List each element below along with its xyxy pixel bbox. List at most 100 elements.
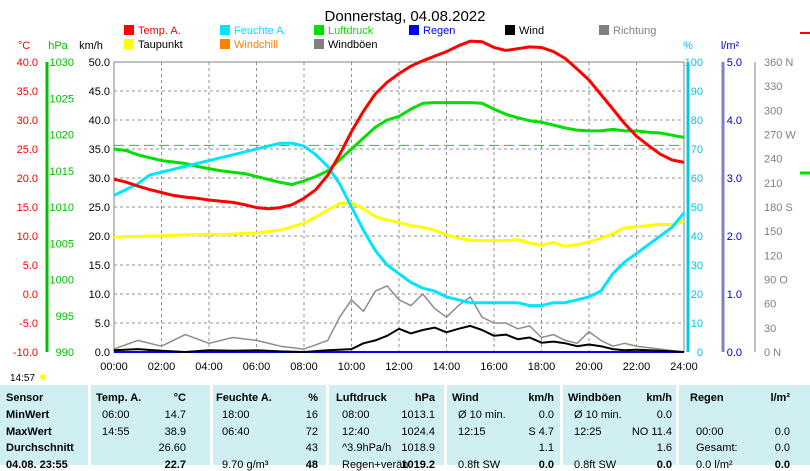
table-cell-value: 72 — [305, 425, 318, 438]
table-row-label: Durchschnitt — [6, 442, 74, 454]
table-header: Wind — [452, 392, 479, 404]
table-cell-value: 43 — [305, 442, 318, 454]
table-header-unit: % — [308, 392, 318, 404]
series-line-wind — [113, 324, 685, 353]
table-header-unit: km/h — [528, 392, 554, 404]
table-cell-time: 06:00 — [102, 409, 130, 421]
temp-axis-tick: 0.0 — [23, 289, 38, 301]
table-cell-time: 12:25 — [574, 425, 602, 438]
table-cell-value: 16 — [305, 409, 318, 421]
table-cell-value: S 4.7 — [528, 425, 554, 438]
pressure-axis-tick: 1020 — [50, 130, 74, 142]
rain-axis-tick: 2.0 — [727, 231, 742, 243]
wind-axis-tick: 0.0 — [95, 347, 110, 359]
rain-axis-tick: 1.0 — [727, 289, 742, 301]
direction-axis-tick: 330 — [764, 81, 782, 93]
table-cell-time: 06:40 — [222, 425, 250, 438]
series-line-taupunkt — [113, 201, 685, 248]
legend-label: Richtung — [613, 25, 656, 37]
table-cell-value: 1.6 — [656, 442, 672, 454]
legend-swatch — [314, 25, 324, 35]
table-divider — [560, 385, 563, 465]
table-header: Regen — [690, 392, 724, 404]
pressure-axis-tick: 1010 — [50, 202, 74, 214]
table-divider — [676, 385, 679, 465]
wind-axis-tick: 40.0 — [89, 115, 110, 127]
temp-axis-tick: -10.0 — [13, 347, 38, 359]
temp-axis-tick: 30.0 — [17, 115, 38, 127]
rain-axis-tick: 5.0 — [727, 57, 742, 69]
x-axis-tick: 14:00 — [433, 361, 461, 373]
time-marker-label: 14:57 — [10, 373, 35, 384]
temp-axis-tick: 10.0 — [17, 231, 38, 243]
stats-table: Sensor Temp. A. °C Feuchte A.% Luftdruck hPa W… — [0, 385, 810, 471]
table-cell-time: 12:15 — [458, 425, 486, 438]
legend-swatch — [409, 25, 419, 35]
direction-axis-tick: 360 N — [764, 57, 793, 69]
x-axis-tick: 00:00 — [100, 361, 128, 373]
humidity-axis-tick: 90 — [691, 86, 703, 98]
series-line-temp-a- — [113, 39, 685, 211]
wind-axis-tick: 5.0 — [95, 318, 110, 330]
x-axis-tick: 22:00 — [623, 361, 651, 373]
table-cell-time: 18:00 — [222, 409, 250, 421]
direction-axis-tick: 180 S — [764, 202, 793, 214]
table-cell-time: Ø 10 min. — [574, 409, 622, 421]
legend-swatch — [124, 39, 134, 49]
humidity-axis-tick: 30 — [691, 260, 703, 272]
humidity-axis-tick: 40 — [691, 231, 703, 243]
humidity-axis-tick: 10 — [691, 318, 703, 330]
table-cell-value: 0.0 — [774, 425, 790, 438]
pressure-axis-tick: 1030 — [50, 57, 74, 69]
direction-axis-tick: 30 — [764, 323, 776, 335]
temp-axis-tick: 35.0 — [17, 86, 38, 98]
humidity-axis-tick: 0 — [697, 347, 703, 359]
x-axis-tick: 16:00 — [480, 361, 508, 373]
direction-axis-tick: 300 — [764, 105, 782, 117]
legend-label: Feuchte A. — [234, 25, 287, 37]
direction-axis-tick: 270 W — [764, 130, 796, 142]
direction-axis-tick: 0 N — [764, 347, 781, 359]
rain-axis-tick: 3.0 — [727, 173, 742, 185]
table-cell-value: 0.0 — [774, 442, 790, 454]
table-header-unit: hPa — [414, 392, 435, 404]
legend-swatch — [220, 39, 230, 49]
direction-axis-tick: 120 — [764, 250, 782, 262]
temp-axis-tick: 40.0 — [17, 57, 38, 69]
table-header-unit: l/m² — [770, 392, 790, 404]
legend-swatch — [314, 39, 324, 49]
series-line-windb-en — [113, 285, 685, 353]
wind-axis-tick: 20.0 — [89, 231, 110, 243]
direction-axis-tick: 60 — [764, 299, 776, 311]
temp-axis-tick: 15.0 — [17, 202, 38, 214]
table-header: Windböen — [568, 392, 622, 404]
table-cell-time: Ø 10 min. — [458, 409, 506, 421]
chart-grid — [113, 61, 685, 353]
legend-swatch — [220, 25, 230, 35]
temp-axis-tick: 25.0 — [17, 144, 38, 156]
legend-label: Windchill — [234, 39, 278, 51]
rain-axis-tick: 4.0 — [727, 115, 742, 127]
table-header: Temp. A. — [96, 392, 142, 404]
wind-axis-tick: 15.0 — [89, 260, 110, 272]
x-axis-tick: 20:00 — [575, 361, 603, 373]
table-divider — [326, 385, 329, 465]
x-axis-tick: 10:00 — [338, 361, 366, 373]
table-divider — [444, 385, 447, 465]
pressure-axis-tick: 1005 — [50, 238, 74, 250]
table-cell-value: 1.1 — [538, 442, 554, 454]
temp-axis-tick: -5.0 — [19, 318, 38, 330]
table-cell-value: 1013.1 — [401, 409, 435, 421]
table-cell-value: 0.0 — [656, 409, 672, 421]
humidity-axis-tick: 60 — [691, 173, 703, 185]
pressure-axis-tick: 1000 — [50, 275, 74, 287]
temp-axis-tick: 20.0 — [17, 173, 38, 185]
legend: Temp. A. Feuchte A. Luftdruck Regen Wind Rich… — [124, 25, 656, 51]
table-header: Sensor — [6, 392, 44, 404]
axis-unit-label: °C — [18, 40, 30, 52]
table-divider — [88, 385, 91, 465]
legend-swatch — [505, 25, 515, 35]
table-cell-time: Gesamt: — [696, 442, 738, 454]
pressure-axis-tick: 1025 — [50, 93, 74, 105]
humidity-axis-tick: 80 — [691, 115, 703, 127]
